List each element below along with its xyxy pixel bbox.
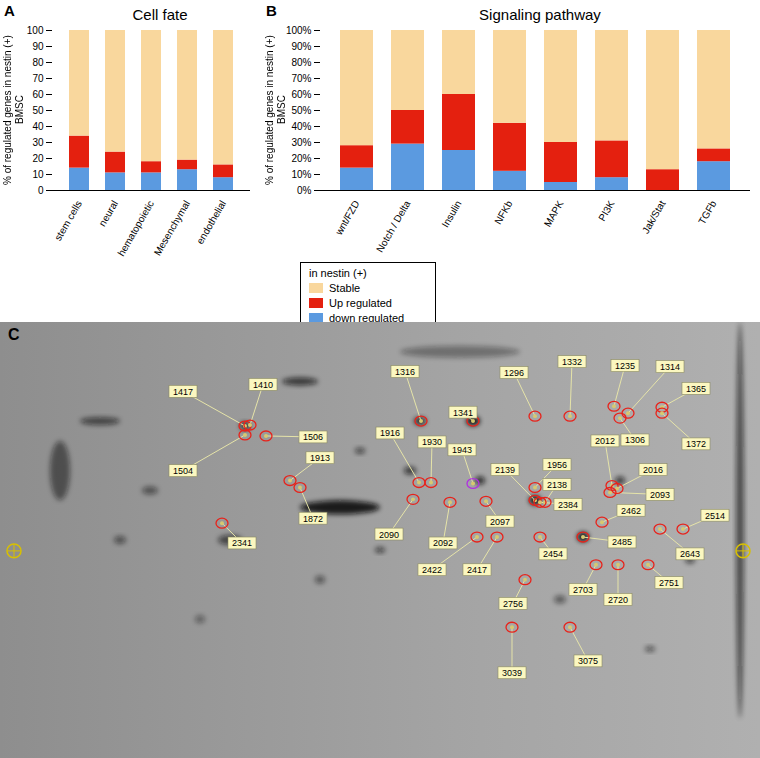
html-text:down regulated: down regulated bbox=[329, 312, 405, 324]
svg-text:100: 100 bbox=[27, 25, 44, 36]
svg-text:1365: 1365 bbox=[686, 384, 706, 394]
svg-text:1296: 1296 bbox=[504, 368, 524, 378]
svg-text:10%: 10% bbox=[291, 169, 311, 180]
svg-text:80%: 80% bbox=[291, 57, 311, 68]
svg-text:2751: 2751 bbox=[659, 578, 679, 588]
svg-text:wnt/FZD: wnt/FZD bbox=[333, 199, 362, 238]
svg-text:70%: 70% bbox=[291, 73, 311, 84]
svg-text:2384: 2384 bbox=[558, 500, 578, 510]
svg-text:1410: 1410 bbox=[253, 380, 273, 390]
svg-text:2138: 2138 bbox=[547, 480, 567, 490]
svg-text:1916: 1916 bbox=[380, 428, 400, 438]
svg-text:2514: 2514 bbox=[705, 511, 725, 521]
html-text:Up regulated: Up regulated bbox=[329, 297, 392, 309]
svg-text:30: 30 bbox=[32, 137, 44, 148]
html-text:in nestin (+): in nestin (+) bbox=[309, 267, 367, 279]
html-text:% of regulated genes in nestin: % of regulated genes in nestin (+) BMSC bbox=[264, 35, 287, 185]
html-text:Cell fate: Cell fate bbox=[132, 6, 188, 23]
svg-text:2417: 2417 bbox=[467, 565, 487, 575]
svg-text:40: 40 bbox=[32, 121, 44, 132]
svg-text:50%: 50% bbox=[291, 105, 311, 116]
svg-text:20%: 20% bbox=[291, 153, 311, 164]
html-text:B: B bbox=[266, 2, 277, 19]
svg-text:1306: 1306 bbox=[625, 435, 645, 445]
svg-text:60: 60 bbox=[32, 89, 44, 100]
svg-text:1235: 1235 bbox=[615, 361, 635, 371]
svg-text:30%: 30% bbox=[291, 137, 311, 148]
svg-text:2012: 2012 bbox=[595, 436, 615, 446]
svg-text:0: 0 bbox=[38, 185, 44, 196]
svg-text:2454: 2454 bbox=[543, 549, 563, 559]
svg-text:80: 80 bbox=[32, 57, 44, 68]
svg-text:0%: 0% bbox=[297, 185, 312, 196]
svg-text:C: C bbox=[8, 326, 20, 343]
svg-text:1506: 1506 bbox=[303, 432, 323, 442]
svg-text:2485: 2485 bbox=[612, 537, 632, 547]
svg-text:MAPK: MAPK bbox=[542, 198, 566, 228]
svg-text:50: 50 bbox=[32, 105, 44, 116]
svg-text:1316: 1316 bbox=[395, 367, 415, 377]
svg-text:2090: 2090 bbox=[379, 530, 399, 540]
svg-text:1504: 1504 bbox=[173, 466, 193, 476]
svg-text:stem cells: stem cells bbox=[52, 199, 84, 243]
svg-text:100%: 100% bbox=[286, 25, 312, 36]
svg-text:2341: 2341 bbox=[232, 538, 252, 548]
svg-text:2139: 2139 bbox=[495, 465, 515, 475]
svg-text:2422: 2422 bbox=[422, 565, 442, 575]
svg-text:Jak/Stat: Jak/Stat bbox=[640, 198, 668, 235]
svg-text:2703: 2703 bbox=[573, 585, 593, 595]
svg-text:70: 70 bbox=[32, 73, 44, 84]
svg-text:2756: 2756 bbox=[503, 599, 523, 609]
svg-text:3039: 3039 bbox=[502, 668, 522, 678]
svg-text:1332: 1332 bbox=[562, 357, 582, 367]
svg-text:1372: 1372 bbox=[686, 439, 706, 449]
svg-text:NFKb: NFKb bbox=[492, 198, 515, 226]
svg-text:1341: 1341 bbox=[453, 408, 473, 418]
html-text:Stable: Stable bbox=[329, 282, 361, 294]
svg-text:90%: 90% bbox=[291, 41, 311, 52]
svg-text:1930: 1930 bbox=[422, 437, 442, 447]
svg-text:PI3K: PI3K bbox=[596, 198, 617, 223]
html-text:% of regulated genes in nestin: % of regulated genes in nestin (+) BMSC bbox=[2, 35, 25, 185]
svg-text:1417: 1417 bbox=[173, 387, 193, 397]
svg-text:20: 20 bbox=[32, 153, 44, 164]
svg-text:2097: 2097 bbox=[490, 517, 510, 527]
svg-text:hematopoietic: hematopoietic bbox=[115, 199, 156, 258]
svg-text:2093: 2093 bbox=[650, 490, 670, 500]
svg-text:Insulin: Insulin bbox=[440, 199, 464, 230]
svg-text:Mesenchymal: Mesenchymal bbox=[152, 199, 192, 258]
svg-text:2643: 2643 bbox=[680, 549, 700, 559]
svg-text:1956: 1956 bbox=[547, 460, 567, 470]
svg-text:1872: 1872 bbox=[303, 514, 323, 524]
svg-text:2462: 2462 bbox=[621, 506, 641, 516]
svg-text:40%: 40% bbox=[291, 121, 311, 132]
svg-text:2720: 2720 bbox=[608, 595, 628, 605]
svg-text:1943: 1943 bbox=[452, 445, 472, 455]
svg-text:1913: 1913 bbox=[310, 453, 330, 463]
svg-text:2092: 2092 bbox=[433, 538, 453, 548]
svg-text:Notch / Delta: Notch / Delta bbox=[374, 198, 413, 254]
svg-text:2016: 2016 bbox=[643, 465, 663, 475]
html-text:Signaling pathway: Signaling pathway bbox=[479, 6, 601, 23]
html-text:A: A bbox=[4, 2, 15, 19]
svg-text:neural: neural bbox=[97, 199, 120, 229]
svg-text:TGFb: TGFb bbox=[696, 198, 719, 226]
svg-text:3075: 3075 bbox=[578, 656, 598, 666]
svg-text:1314: 1314 bbox=[660, 362, 680, 372]
svg-text:90: 90 bbox=[32, 41, 44, 52]
svg-text:10: 10 bbox=[32, 169, 44, 180]
svg-text:60%: 60% bbox=[291, 89, 311, 100]
svg-text:endothelial: endothelial bbox=[194, 199, 228, 246]
